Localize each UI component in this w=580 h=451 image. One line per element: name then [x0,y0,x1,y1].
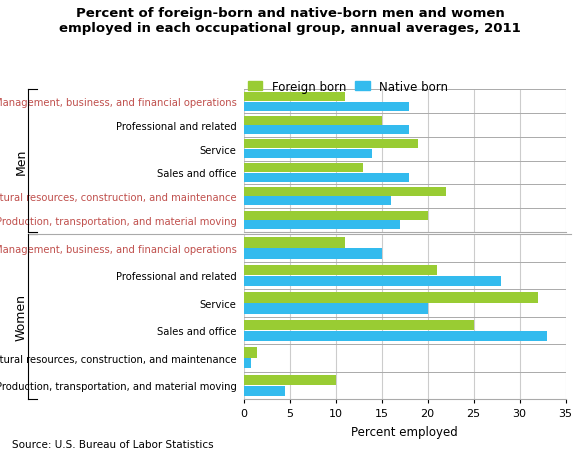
Text: Source: U.S. Bureau of Labor Statistics: Source: U.S. Bureau of Labor Statistics [12,439,213,449]
Bar [244,93,345,102]
Bar [244,173,409,182]
X-axis label: Percent employed: Percent employed [351,425,458,438]
Bar [244,211,427,220]
Bar [244,164,363,173]
Bar [244,238,345,248]
Bar [244,320,473,330]
Bar [244,347,258,358]
Bar [244,265,437,276]
Text: Men: Men [14,148,27,175]
Bar [244,304,427,314]
Bar [244,276,501,286]
Bar [244,150,372,159]
Bar [244,102,409,111]
Bar [244,386,285,396]
Bar [244,116,382,125]
Text: Women: Women [14,294,27,340]
Bar [244,188,446,197]
Bar [244,358,251,368]
Bar [244,140,418,149]
Bar [244,221,400,230]
Legend: Foreign born, Native born: Foreign born, Native born [243,76,453,98]
Text: Percent of foreign-born and native-born men and women
employed in each occupatio: Percent of foreign-born and native-born … [59,7,521,35]
Bar [244,126,409,135]
Bar [244,249,382,259]
Bar [244,292,538,303]
Bar [244,197,391,206]
Bar [244,375,336,385]
Bar [244,331,547,341]
